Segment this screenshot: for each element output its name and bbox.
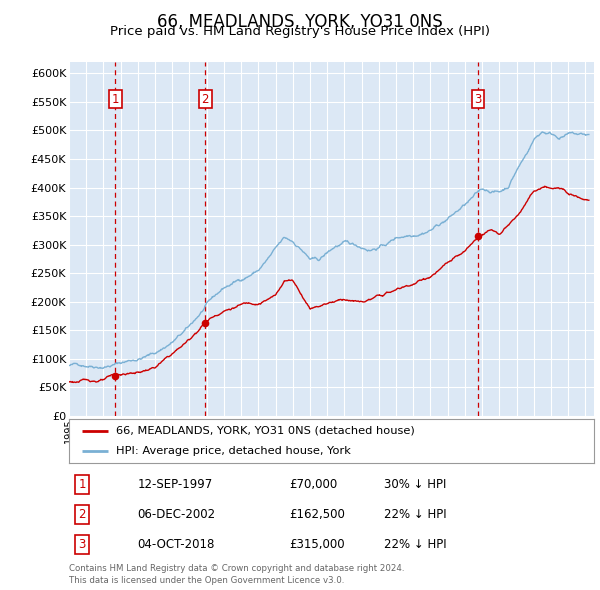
Text: 2: 2 <box>202 93 209 106</box>
Text: 12-SEP-1997: 12-SEP-1997 <box>137 478 212 491</box>
Text: 2: 2 <box>79 508 86 521</box>
Text: 1: 1 <box>79 478 86 491</box>
Text: 22% ↓ HPI: 22% ↓ HPI <box>384 538 446 551</box>
Text: £315,000: £315,000 <box>290 538 345 551</box>
Text: 22% ↓ HPI: 22% ↓ HPI <box>384 508 446 521</box>
Text: Price paid vs. HM Land Registry's House Price Index (HPI): Price paid vs. HM Land Registry's House … <box>110 25 490 38</box>
Text: £162,500: £162,500 <box>290 508 346 521</box>
Text: Contains HM Land Registry data © Crown copyright and database right 2024.
This d: Contains HM Land Registry data © Crown c… <box>69 564 404 585</box>
Text: 66, MEADLANDS, YORK, YO31 0NS (detached house): 66, MEADLANDS, YORK, YO31 0NS (detached … <box>116 426 415 436</box>
Text: 04-OCT-2018: 04-OCT-2018 <box>137 538 215 551</box>
Text: 3: 3 <box>79 538 86 551</box>
Text: 06-DEC-2002: 06-DEC-2002 <box>137 508 215 521</box>
Text: £70,000: £70,000 <box>290 478 338 491</box>
Text: 1: 1 <box>112 93 119 106</box>
Text: 66, MEADLANDS, YORK, YO31 0NS: 66, MEADLANDS, YORK, YO31 0NS <box>157 13 443 31</box>
Text: 30% ↓ HPI: 30% ↓ HPI <box>384 478 446 491</box>
Text: 3: 3 <box>474 93 481 106</box>
Text: HPI: Average price, detached house, York: HPI: Average price, detached house, York <box>116 446 351 456</box>
